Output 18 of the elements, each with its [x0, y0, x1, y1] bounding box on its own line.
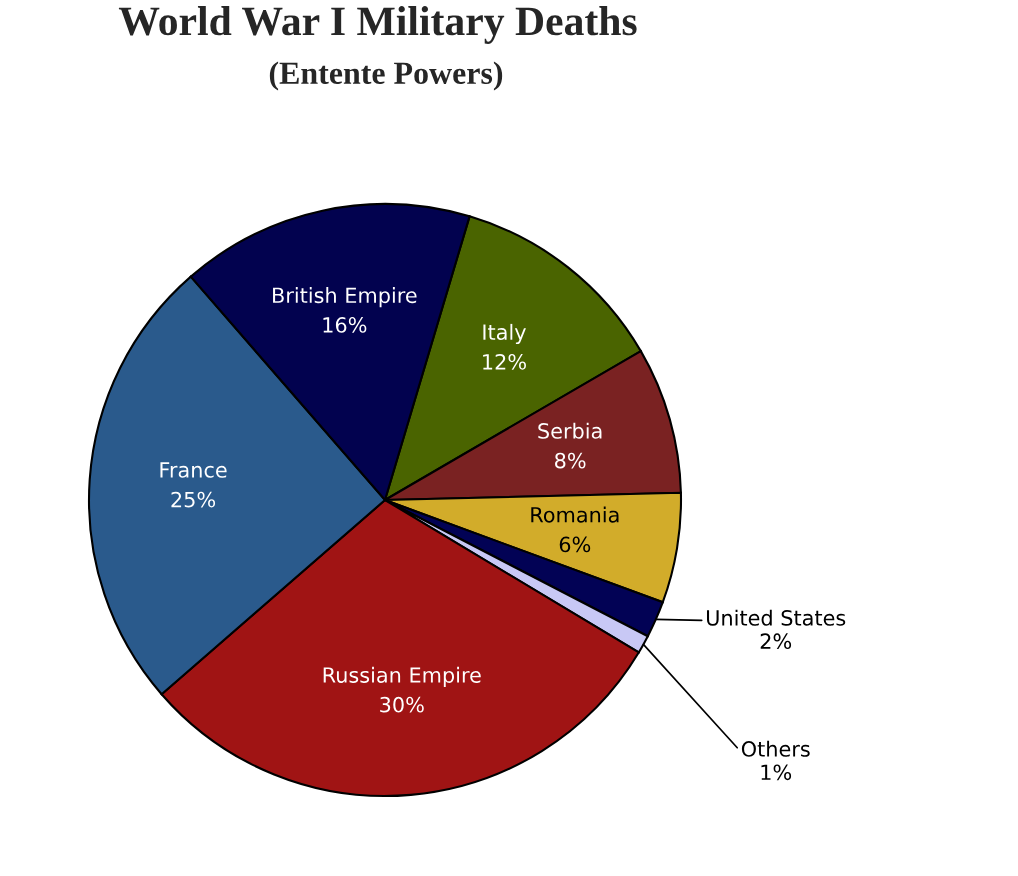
data-label: 2% — [760, 633, 792, 650]
data-label: 16% — [323, 317, 367, 333]
chart-title: World War I Military Deaths — [118, 6, 637, 44]
chart-subtitle: (Entente Powers) — [269, 61, 503, 91]
data-label: 12% — [483, 353, 526, 370]
data-label: 1% — [761, 764, 792, 781]
data-label: 6% — [559, 536, 591, 553]
data-label: 30% — [380, 696, 424, 713]
slice-label: United States — [706, 609, 846, 626]
slice-label: Romania — [531, 506, 619, 523]
slice-label: Others — [741, 740, 810, 757]
data-label: 8% — [555, 452, 586, 469]
data-label: 25% — [171, 491, 216, 508]
slice-label: France — [160, 462, 227, 478]
slice-label: Italy — [483, 323, 526, 345]
slice-label: British Empire — [273, 287, 417, 308]
slice-label: Serbia — [538, 422, 602, 439]
slice-label: Russian Empire — [323, 666, 481, 687]
